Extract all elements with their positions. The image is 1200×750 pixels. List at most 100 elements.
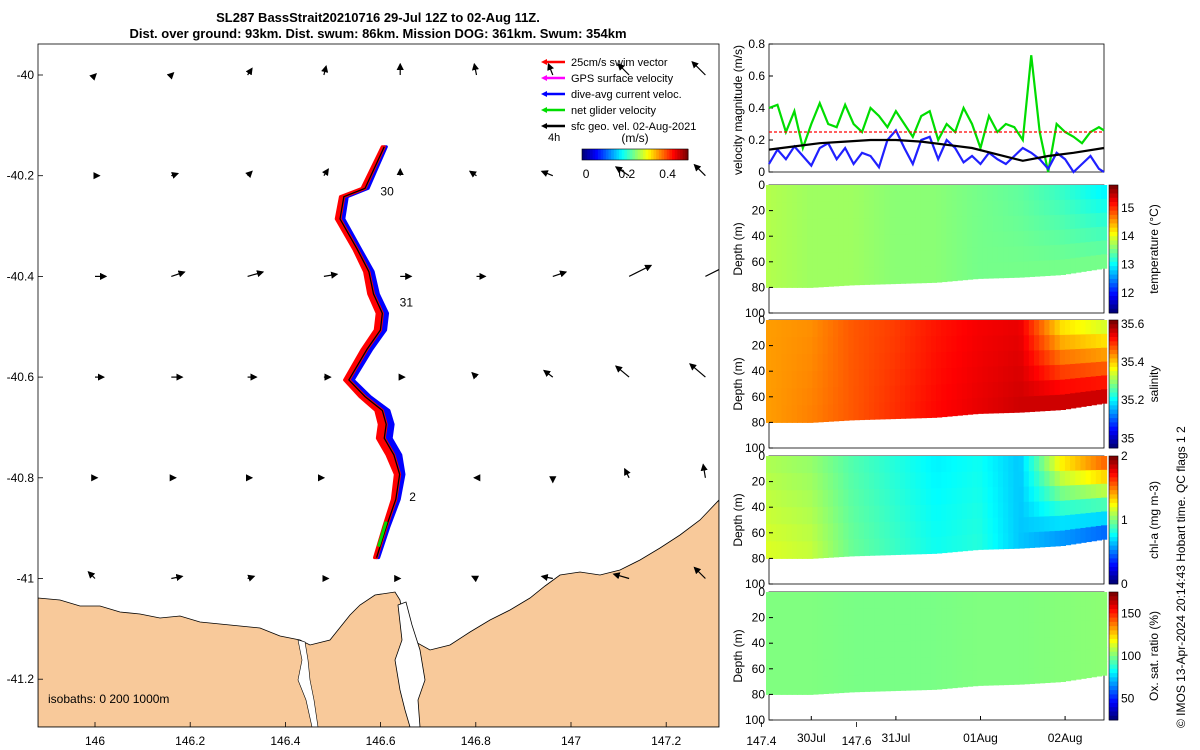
section-cell [1013,668,1020,685]
section-cell [1034,531,1041,548]
section-colorbar-cell [1109,401,1118,406]
section-cell [879,472,886,490]
section-cell [915,624,922,642]
section-cell [1049,260,1056,276]
section-cell [930,472,938,489]
section-cell [791,253,798,271]
section-colorbar-cell [1109,464,1118,470]
section-cell [884,674,891,692]
section-cell [827,404,835,422]
section-cell [1049,395,1056,411]
section-cell [925,488,932,506]
map-y-tick-label: -40.8 [7,471,35,485]
section-cell [1059,606,1066,623]
colorbar-cell [672,149,676,160]
section-cell [1023,230,1030,247]
section-cell [1039,350,1046,366]
section-cell [1070,363,1077,380]
section-cell [869,336,876,354]
section-cell [807,507,814,525]
section-cell [941,456,948,473]
section-cell [1095,525,1103,541]
colorbar-side-label: 4h [548,132,560,144]
map-x-tick-label: 146.8 [461,734,491,748]
section-cell [992,638,999,655]
section-cell [822,218,829,237]
section-cell [961,503,969,520]
section-cell [956,351,963,369]
section-cell [796,337,804,355]
section-colorbar-cell [1109,711,1118,717]
section-cell [766,185,773,203]
section-colorbar-label: salinity [1147,366,1161,403]
section-cell [930,504,938,522]
section-colorbar-cell [1109,405,1118,410]
section-cell [812,609,819,627]
map-x-tick-label: 146.4 [270,734,300,748]
section-cell [910,673,917,691]
section-cell [791,626,798,644]
section-cell [977,607,984,624]
section-cell [1034,365,1041,382]
section-cell [1085,456,1092,471]
section-cell [1034,350,1041,367]
section-cell [900,217,907,235]
section-cell [858,456,865,474]
colorbar-cell [653,149,657,160]
section-colorbar-cell [1109,511,1118,517]
section-cell [967,503,974,520]
section-cell [1080,391,1087,407]
section-cell [817,336,824,355]
section-cell [822,336,829,355]
section-cell [1018,335,1025,352]
section-cell [827,608,835,627]
section-cell [1095,320,1103,335]
section-cell [822,608,829,627]
section-colorbar-cell [1109,308,1118,314]
section-cell [889,201,896,219]
section-cell [838,268,845,287]
section-cell [1039,486,1046,502]
section-cell [936,400,943,418]
section-cell [1059,592,1066,608]
section-cell [951,383,958,401]
section-cell [889,385,896,403]
section-colorbar-tick: 50 [1121,692,1135,706]
map-y-tick-label: -40.2 [7,169,35,183]
section-y-tick-label: 100 [745,306,765,320]
section-cell [1070,485,1077,501]
section-cell [982,592,989,609]
section-cell [843,675,850,693]
section-cell [817,370,824,389]
section-cell [874,456,881,474]
section-cell [869,538,876,556]
section-cell [869,369,876,387]
section-colorbar-cell [1109,413,1118,419]
section-cell [1059,515,1066,532]
section-cell [776,185,783,203]
colorbar-cell [666,149,670,160]
section-cell [1059,185,1066,201]
section-cell [982,247,989,264]
section-cell [843,506,850,524]
section-cell [776,388,783,406]
section-cell [925,521,932,538]
section-cell [967,200,974,217]
section-cell [1085,391,1092,407]
section-cell [1090,362,1097,378]
section-cell [817,320,824,338]
section-cell [838,252,845,270]
section-cell [781,677,788,695]
section-cell [915,657,922,675]
section-cell [1039,365,1046,382]
section-cell [771,626,778,644]
section-cell [1003,622,1010,639]
section-cell [812,185,819,203]
section-cell [972,351,979,368]
section-cell [889,505,896,523]
section-cell [1075,378,1082,394]
section-cell [910,352,917,370]
section-cell [982,607,989,624]
section-cell [817,642,824,661]
